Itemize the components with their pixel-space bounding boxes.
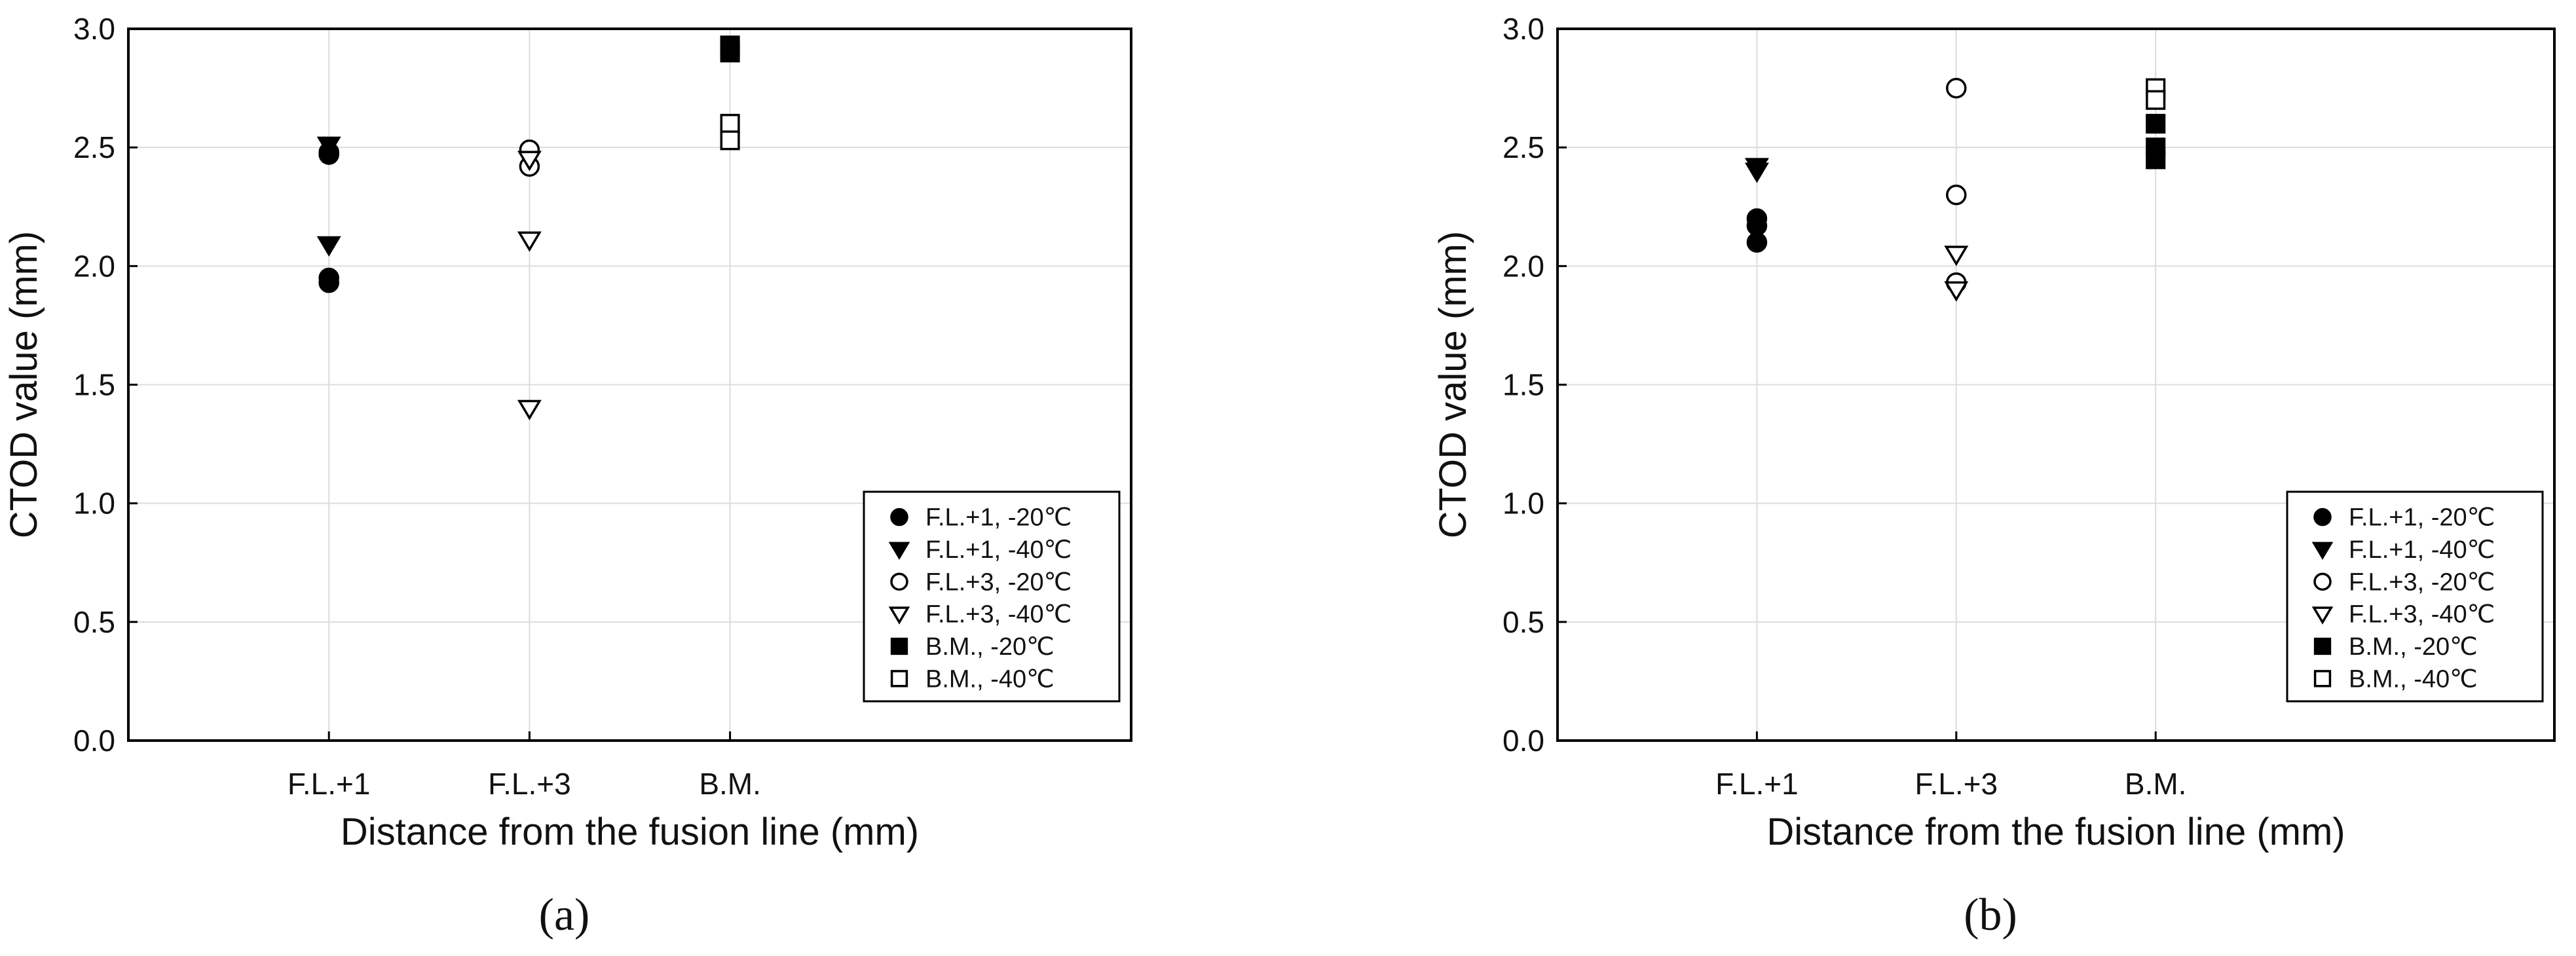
y-tick-label: 0.0 — [1503, 724, 1544, 758]
legend-box — [863, 490, 1121, 703]
y-tick-label: 0.5 — [73, 605, 115, 639]
y-tick-label: 2.0 — [73, 249, 115, 283]
series-5 — [720, 35, 740, 63]
y-tick-label: 2.5 — [1503, 130, 1544, 164]
x-tick-label: B.M. — [699, 767, 761, 801]
legend-marker — [890, 637, 908, 655]
series-2 — [316, 136, 341, 257]
legend-marker — [888, 542, 910, 561]
series-6 — [720, 113, 740, 151]
legend-label: F.L.+3, -20℃ — [2349, 568, 2495, 596]
data-point — [1946, 77, 1967, 99]
y-tick-label: 2.5 — [73, 130, 115, 164]
legend-marker — [2313, 670, 2332, 688]
data-point — [517, 151, 542, 172]
data-point — [2146, 90, 2166, 110]
data-point — [1944, 281, 1969, 302]
data-point — [1944, 246, 1969, 267]
legend-label: F.L.+3, -40℃ — [925, 601, 1072, 629]
panel-caption: (b) — [1964, 890, 2017, 940]
series-6 — [2146, 78, 2166, 110]
y-axis-title: CTOD value (mm) — [1432, 231, 1474, 538]
legend-marker — [2313, 637, 2332, 655]
data-point — [2146, 113, 2166, 134]
y-tick-label: 3.0 — [1503, 12, 1544, 46]
y-tick-label: 1.0 — [1503, 487, 1544, 521]
data-point — [517, 231, 542, 252]
legend: F.L.+1, -20℃ F.L.+1, -40℃ F.L.+3, -20℃ F.L.… — [863, 490, 1121, 703]
legend-label: F.L.+1, -40℃ — [2349, 536, 2495, 564]
legend-marker — [2313, 507, 2332, 526]
series-1 — [1746, 208, 1768, 253]
data-point — [1946, 184, 1967, 206]
legend-box — [2286, 490, 2544, 703]
data-point — [2146, 149, 2166, 170]
chart-panel-1: 0.0 0.5 1.0 1.5 2.0 2.5 3.0 F.L.+1 F.L.+3 B.M. Dis… — [3, 12, 1132, 940]
legend-label: F.L.+3, -40℃ — [2349, 601, 2495, 629]
data-point — [517, 399, 542, 420]
x-axis-title: Distance from the fusion line (mm) — [1766, 811, 2345, 853]
x-axis-title: Distance from the fusion line (mm) — [341, 811, 919, 853]
series-4 — [1944, 246, 1969, 302]
legend-marker — [890, 670, 908, 688]
x-tick-label: F.L.+3 — [488, 767, 571, 801]
y-tick-label: 1.5 — [73, 368, 115, 402]
y-axis-title: CTOD value (mm) — [3, 231, 45, 538]
legend-marker — [2311, 542, 2334, 561]
legend-marker — [2311, 606, 2334, 625]
data-point — [318, 272, 339, 293]
legend-label: F.L.+1, -40℃ — [925, 536, 1072, 564]
legend-label: B.M., -20℃ — [925, 633, 1055, 661]
legend: F.L.+1, -20℃ F.L.+1, -40℃ F.L.+3, -20℃ F.L.… — [2286, 490, 2544, 703]
data-point — [316, 236, 341, 257]
data-point — [720, 130, 740, 151]
legend-label: F.L.+1, -20℃ — [2349, 504, 2495, 532]
y-tick-label: 3.0 — [73, 12, 115, 46]
x-tick-label: F.L.+3 — [1915, 767, 1998, 801]
y-tick-label: 0.0 — [73, 724, 115, 758]
legend-label: F.L.+3, -20℃ — [925, 568, 1072, 596]
legend-label: F.L.+1, -20℃ — [925, 504, 1072, 532]
y-tick-label: 0.5 — [1503, 605, 1544, 639]
x-tick-label: F.L.+1 — [288, 767, 371, 801]
y-tick-label: 1.0 — [73, 487, 115, 521]
y-tick-label: 2.0 — [1503, 249, 1544, 283]
x-tick-label: F.L.+1 — [1715, 767, 1799, 801]
series-5 — [2146, 113, 2166, 170]
panel-caption: (a) — [539, 890, 590, 940]
data-point — [1744, 162, 1769, 183]
legend-marker — [2313, 572, 2332, 591]
data-point — [720, 113, 740, 134]
legend-label: B.M., -40℃ — [925, 665, 1055, 693]
x-tick-label: B.M. — [2125, 767, 2187, 801]
legend-marker — [888, 606, 910, 625]
legend-marker — [890, 572, 908, 591]
legend-label: B.M., -20℃ — [2349, 633, 2478, 661]
legend-label: B.M., -40℃ — [2349, 665, 2478, 693]
series-4 — [517, 151, 542, 420]
legend-marker — [890, 507, 908, 526]
y-tick-label: 1.5 — [1503, 368, 1544, 402]
data-point — [1746, 232, 1768, 253]
series-2 — [1744, 158, 1769, 183]
data-point — [720, 43, 740, 63]
chart-panel-2: 0.0 0.5 1.0 1.5 2.0 2.5 3.0 F.L.+1 F.L.+3 B.M. Dis… — [1432, 12, 2556, 940]
data-point — [316, 136, 341, 157]
